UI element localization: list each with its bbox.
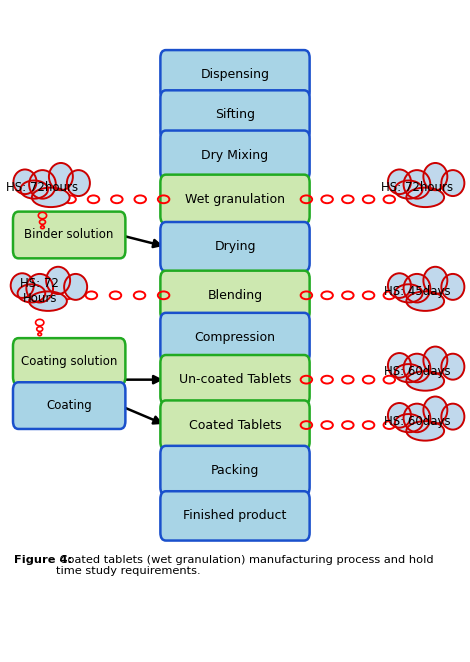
FancyBboxPatch shape [13,212,125,258]
Ellipse shape [32,187,70,207]
Ellipse shape [26,274,53,303]
Ellipse shape [395,364,423,382]
Ellipse shape [404,404,431,432]
Ellipse shape [441,274,464,300]
Text: Sifting: Sifting [215,109,255,121]
FancyBboxPatch shape [13,338,125,385]
Ellipse shape [29,291,67,311]
FancyBboxPatch shape [13,382,125,429]
Ellipse shape [423,397,447,424]
FancyBboxPatch shape [160,491,310,541]
Text: Blending: Blending [207,289,263,302]
Ellipse shape [404,274,431,303]
Ellipse shape [388,403,411,428]
Ellipse shape [17,284,45,303]
Ellipse shape [407,187,444,207]
FancyBboxPatch shape [160,271,310,320]
Text: Packing: Packing [211,464,259,477]
Ellipse shape [67,170,90,196]
Text: HS: 60days: HS: 60days [384,365,450,378]
Ellipse shape [14,169,37,194]
Text: Coating solution: Coating solution [21,355,118,368]
Ellipse shape [11,273,34,298]
Ellipse shape [441,170,464,196]
Ellipse shape [407,421,444,441]
Text: Dispensing: Dispensing [201,68,269,81]
Ellipse shape [49,163,73,190]
Ellipse shape [388,273,411,298]
Ellipse shape [20,181,48,199]
FancyBboxPatch shape [160,175,310,224]
Ellipse shape [395,181,423,199]
Ellipse shape [388,169,411,194]
Ellipse shape [46,267,70,294]
Text: Coating: Coating [47,399,92,412]
Ellipse shape [404,354,431,382]
Ellipse shape [423,163,447,190]
Ellipse shape [407,291,444,311]
Text: Figure 4:: Figure 4: [14,555,72,565]
Text: Binder solution: Binder solution [24,228,114,242]
Ellipse shape [423,267,447,294]
Ellipse shape [29,170,56,199]
FancyBboxPatch shape [160,446,310,495]
Text: Compression: Compression [195,331,275,344]
Ellipse shape [404,170,431,199]
Ellipse shape [388,353,411,378]
Text: HS: 72hours: HS: 72hours [381,181,453,194]
Ellipse shape [395,414,423,432]
Ellipse shape [407,371,444,391]
Text: Drying: Drying [214,240,256,253]
FancyBboxPatch shape [160,355,310,404]
FancyBboxPatch shape [160,222,310,271]
Text: Finished product: Finished product [183,509,287,522]
Text: Coated tablets (wet granulation) manufacturing process and hold
time study requi: Coated tablets (wet granulation) manufac… [56,555,434,577]
Ellipse shape [441,404,464,430]
Ellipse shape [395,284,423,303]
Ellipse shape [441,354,464,380]
FancyBboxPatch shape [160,50,310,99]
Text: Wet granulation: Wet granulation [185,193,285,206]
FancyBboxPatch shape [160,313,310,362]
Text: HS: 72hours: HS: 72hours [7,181,78,194]
Text: Un-coated Tablets: Un-coated Tablets [179,373,291,386]
FancyBboxPatch shape [160,90,310,140]
Text: HS: 60days: HS: 60days [384,414,450,428]
Text: HS: 45days: HS: 45days [384,285,450,298]
Ellipse shape [423,347,447,374]
FancyBboxPatch shape [160,401,310,449]
Text: Coated Tablets: Coated Tablets [188,418,282,432]
Ellipse shape [64,274,87,300]
FancyBboxPatch shape [160,130,310,180]
Text: HS: 72
Hours: HS: 72 Hours [20,277,59,305]
Text: Dry Mixing: Dry Mixing [202,149,268,162]
